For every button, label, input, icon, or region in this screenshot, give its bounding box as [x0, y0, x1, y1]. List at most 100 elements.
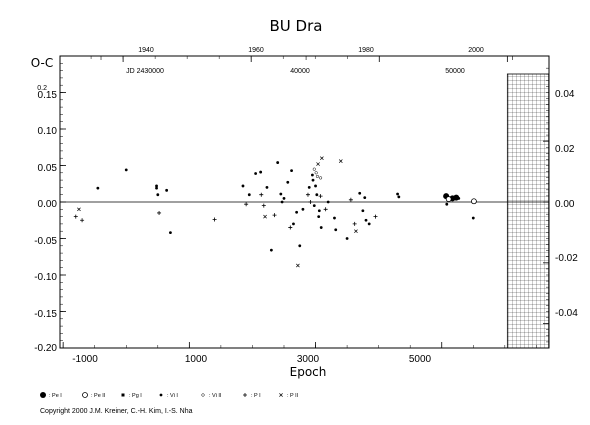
y2-tick-label: -0.02 [555, 253, 578, 264]
legend-symbol-pe-ii [82, 392, 88, 398]
data-point-vi-ii [314, 171, 318, 175]
data-point-vi-i [290, 169, 293, 173]
legend-marker [243, 393, 247, 397]
data-point-p-i [373, 214, 378, 219]
data-point-vi-i [312, 204, 316, 208]
data-point-vi-i [169, 231, 172, 235]
data-point-vi-i [361, 209, 365, 213]
data-point-vi-i [445, 202, 449, 206]
data-point-vi-i [292, 222, 295, 226]
data-point-pe-ii [471, 198, 477, 205]
data-point-vi-i [279, 192, 283, 196]
data-point-p-ii [296, 263, 300, 268]
jd-tick-labels: JD 2430000 40000 50000 [126, 68, 465, 75]
data-points [73, 156, 477, 268]
data-point-p-i [288, 225, 293, 230]
legend-item: : Pe I [40, 392, 62, 399]
data-point-vi-i [286, 180, 290, 184]
legend-item: : Pg I [121, 393, 142, 399]
year-tick-label: 1960 [248, 47, 264, 54]
data-point-vi-i [333, 216, 336, 220]
data-point-vi-i [319, 226, 323, 229]
data-point-vi-i [276, 161, 280, 164]
legend-symbol-p-ii [279, 393, 283, 397]
data-point-vi-i [269, 248, 273, 252]
legend-label: : Vi I [167, 393, 178, 399]
y-tick-label: -0.20 [34, 343, 57, 354]
data-point-pe-i [453, 194, 460, 201]
data-point-p-i [244, 202, 249, 207]
y-tick-label: -0.15 [34, 309, 57, 320]
y2-tick-label: 0.00 [555, 199, 575, 210]
data-point-vi-i [334, 228, 338, 232]
y-tick-label: -0.10 [34, 272, 57, 283]
data-point-vi-i [156, 193, 160, 197]
future-grid [506, 73, 550, 349]
data-point-vi-i [397, 195, 401, 199]
data-point-vi-i [314, 184, 317, 188]
y-tick-label: 0.10 [38, 126, 58, 137]
data-point-vi-i [155, 186, 158, 190]
data-point-p-ii [338, 159, 343, 163]
legend-symbol-vi-ii [201, 393, 205, 397]
legend-item: : Vi II [201, 393, 222, 399]
data-point-vi-i [280, 200, 284, 204]
legend-label: : Pg I [129, 393, 142, 399]
data-point-p-i [157, 210, 162, 215]
y-tick-label: -0.05 [34, 236, 57, 247]
legend: : Pe I : Pe II : Pg I : Vi I : Vi II : P… [40, 392, 299, 399]
data-point-p-i [308, 200, 313, 204]
data-point-p-i [212, 217, 217, 222]
data-point-vi-i [298, 244, 302, 248]
year-tick-labels: 1940 1960 1980 2000 [138, 47, 484, 54]
y-tick-label: 0.15 [38, 90, 58, 101]
data-point-vi-i [247, 193, 251, 197]
axis-ticks [60, 55, 549, 349]
data-point-vi-i [311, 178, 315, 182]
data-point-vi-i [307, 186, 311, 189]
data-point-vi-i [301, 207, 305, 211]
data-point-p-ii [316, 162, 320, 166]
data-point-vi-i [295, 210, 299, 214]
future-region [506, 73, 550, 349]
data-point-pe-ii [445, 196, 452, 202]
data-point-p-i [73, 214, 78, 219]
data-point-vi-i [315, 193, 319, 197]
data-point-p-i [259, 192, 264, 197]
legend-marker [82, 392, 88, 398]
year-tick-label: 2000 [468, 47, 484, 54]
legend-symbol-p-i [243, 393, 247, 397]
data-point-vi-ii [315, 174, 319, 178]
data-point-vi-i [265, 186, 269, 189]
x-tick-label: 1000 [185, 354, 208, 365]
data-point-vi-i [155, 184, 158, 188]
legend-marker [201, 393, 205, 397]
data-point-p-i [80, 218, 85, 223]
data-point-vi-i [363, 196, 367, 200]
data-point-vi-i [326, 200, 330, 204]
y2-tick-label: 0.02 [555, 144, 575, 155]
y2-tick-labels: 0.02 0.00 -0.02 -0.04 0.04 [555, 89, 578, 319]
legend-marker [279, 393, 283, 397]
x-tick-label: -1000 [72, 354, 98, 365]
data-point-vi-i [471, 216, 475, 220]
legend-label: : Pe II [91, 393, 106, 399]
data-point-p-i [261, 203, 266, 208]
data-point-vi-i [165, 188, 169, 192]
data-point-vi-i [254, 172, 257, 175]
legend-symbol-vi-i [159, 393, 163, 397]
legend-marker [121, 393, 125, 397]
legend-symbol-pe-i [40, 392, 46, 398]
year-tick-label: 1940 [138, 47, 154, 54]
legend-item: : Vi I [159, 393, 178, 399]
data-point-p-i [348, 197, 353, 202]
data-point-vi-i [317, 209, 321, 213]
legend-label: : P I [251, 393, 261, 399]
legend-label: : Vi II [209, 393, 222, 399]
data-point-p-i [272, 213, 277, 218]
legend-label: : Pe I [49, 393, 62, 399]
data-point-vi-i [367, 222, 371, 226]
x-tick-labels: -1000 1000 3000 5000 [72, 354, 431, 365]
data-point-p-ii [263, 214, 267, 219]
